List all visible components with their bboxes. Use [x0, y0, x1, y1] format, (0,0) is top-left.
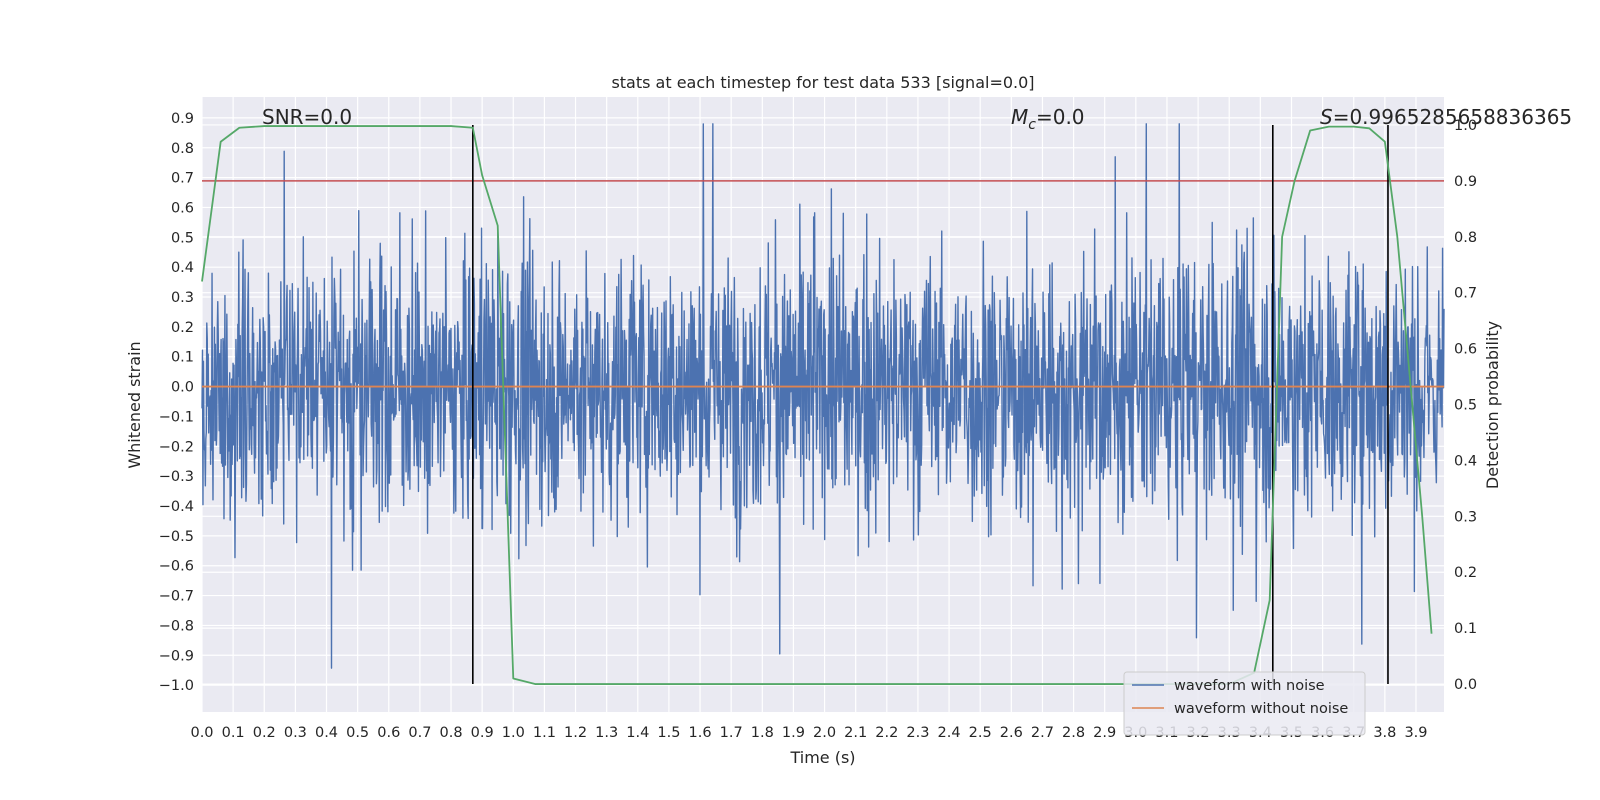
y2-tick-label: 0.3	[1454, 509, 1477, 525]
y-tick-label: 0.3	[171, 290, 194, 306]
chart-title: stats at each timestep for test data 533…	[611, 73, 1034, 92]
x-tick-label: 2.4	[938, 725, 961, 741]
annotation-s: S=0.9965285658836365	[1320, 105, 1572, 129]
x-tick-label: 0.5	[346, 725, 369, 741]
y-tick-label: 0.0	[171, 380, 194, 396]
x-tick-label: 3.9	[1404, 725, 1427, 741]
x-tick-label: 2.6	[1000, 725, 1023, 741]
y-tick-label: 0.8	[171, 141, 194, 157]
annotation-mc-value: =0.0	[1036, 105, 1085, 129]
annotation-mc: Mc=0.0	[1011, 105, 1085, 133]
x-tick-label: 1.1	[533, 725, 556, 741]
y-axis-label: Whitened strain	[125, 341, 144, 468]
y2-axis-label: Detection probability	[1483, 321, 1502, 489]
legend-box	[1123, 671, 1366, 736]
y2-tick-label: 0.4	[1454, 453, 1477, 469]
series-detection-probability	[201, 125, 1433, 685]
y-tick-label: 0.1	[171, 350, 194, 366]
x-tick-label: 0.4	[315, 725, 338, 741]
y-tick-label: 0.5	[171, 230, 194, 246]
x-tick-label: 2.3	[906, 725, 929, 741]
x-tick-label: 0.3	[284, 725, 307, 741]
x-tick-label: 1.2	[564, 725, 587, 741]
y-tick-label: −0.4	[159, 499, 194, 515]
annotation-mc-subscript: c	[1028, 117, 1036, 133]
y-tick-label: −0.8	[159, 618, 194, 634]
y-tick-label: 0.7	[171, 171, 194, 187]
annotation-s-symbol: S	[1320, 105, 1333, 129]
x-tick-label: 0.9	[471, 725, 494, 741]
x-tick-label: 1.7	[720, 725, 743, 741]
x-tick-label: 0.0	[190, 725, 213, 741]
annotation-s-value: =0.9965285658836365	[1333, 105, 1572, 129]
x-tick-label: 0.8	[439, 725, 462, 741]
x-tick-label: 2.7	[1031, 725, 1054, 741]
x-tick-label: 2.0	[813, 725, 836, 741]
x-tick-label: 3.8	[1373, 725, 1396, 741]
x-tick-label: 2.5	[969, 725, 992, 741]
y-tick-label: −0.6	[159, 559, 194, 575]
x-tick-label: 2.9	[1093, 725, 1116, 741]
x-tick-label: 0.1	[222, 725, 245, 741]
x-tick-label: 0.7	[408, 725, 431, 741]
y-tick-label: −0.7	[159, 589, 194, 605]
y2-tick-label: 1.0	[1454, 118, 1477, 134]
y2-tick-labels: 1.0 0.9 0.8 0.7 0.6 0.5 0.4 0.3 0.2 0.1 0.0	[1454, 118, 1477, 693]
x-tick-label: 2.2	[875, 725, 898, 741]
y-tick-label: −0.3	[159, 469, 194, 485]
x-tick-label: 1.3	[595, 725, 618, 741]
x-tick-label: 1.4	[626, 725, 649, 741]
y-tick-label: −0.9	[159, 648, 194, 664]
y-tick-label: −0.2	[159, 439, 194, 455]
y-tick-labels: 0.9 0.8 0.7 0.6 0.5 0.4 0.3 0.2 0.1 0.0 −0.1 −0.2 −0…	[159, 111, 194, 694]
x-tick-label: 2.8	[1062, 725, 1085, 741]
x-tick-label: 0.2	[253, 725, 276, 741]
annotation-snr: SNR=0.0	[262, 105, 352, 129]
y-tick-label: 0.9	[171, 111, 194, 127]
x-tick-label: 0.6	[377, 725, 400, 741]
x-tick-label: 1.5	[657, 725, 680, 741]
y-tick-label: 0.4	[171, 260, 194, 276]
y2-tick-label: 0.7	[1454, 286, 1477, 302]
legend-label-noise: waveform with noise	[1174, 678, 1325, 694]
probability-line	[201, 125, 1433, 685]
y2-tick-label: 0.9	[1454, 174, 1477, 190]
y-tick-label: −0.1	[159, 409, 194, 425]
y2-tick-label: 0.1	[1454, 621, 1477, 637]
x-tick-label: 2.1	[844, 725, 867, 741]
x-tick-label: 1.8	[751, 725, 774, 741]
y2-tick-label: 0.2	[1454, 565, 1477, 581]
legend-label-clean: waveform without noise	[1174, 701, 1348, 717]
x-tick-label: 1.9	[782, 725, 805, 741]
y-tick-label: −0.5	[159, 529, 194, 545]
legend: waveform with noise waveform without noi…	[1123, 671, 1366, 736]
annotation-mc-symbol: M	[1011, 105, 1028, 129]
y-tick-label: −1.0	[159, 678, 194, 694]
y2-tick-label: 0.0	[1454, 677, 1477, 693]
x-tick-label: 1.0	[502, 725, 525, 741]
vertical-markers	[472, 124, 1389, 685]
y-tick-label: 0.6	[171, 200, 194, 216]
x-axis-label: Time (s)	[789, 748, 855, 767]
x-tick-label: 1.6	[689, 725, 712, 741]
y-tick-label: 0.2	[171, 320, 194, 336]
y2-tick-label: 0.5	[1454, 398, 1477, 414]
y2-tick-label: 0.6	[1454, 342, 1477, 358]
y2-tick-label: 0.8	[1454, 230, 1477, 246]
